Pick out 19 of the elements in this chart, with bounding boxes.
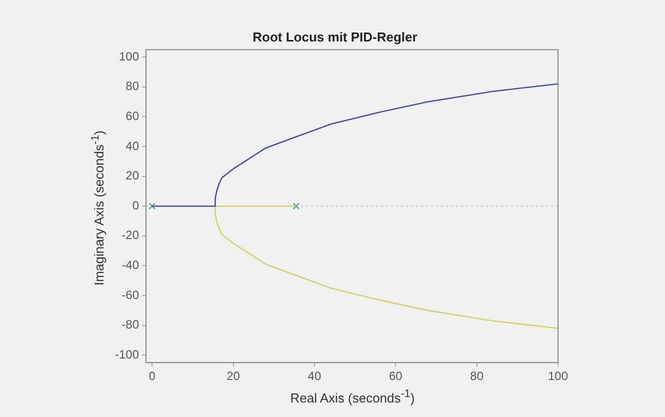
x-tick-label: 80 [470,369,484,384]
y-tick-label: 80 [126,79,140,94]
y-tick-label: -20 [122,228,140,242]
x-axis-title: Real Axis (seconds$^{-1}$) [289,388,416,406]
chart-title: Root Locus mit PID-Regler [252,29,418,44]
y-tick-label: -40 [122,258,140,272]
x-tick-label: 60 [388,369,403,384]
x-tick-label: 20 [226,369,240,384]
y-tick-label: 20 [126,168,140,183]
y-tick-label: -80 [122,318,140,332]
y-tick-label: 40 [126,138,140,153]
y-tick-label: -100 [114,347,140,362]
y-tick-label: 60 [126,108,140,123]
x-tick-label: 100 [548,369,568,384]
x-tick-label: 0 [148,369,156,384]
y-tick-label: -60 [122,288,140,302]
y-tick-label: 0 [132,198,140,212]
y-tick-label: 100 [118,49,140,64]
x-tick-label: 40 [308,369,322,384]
